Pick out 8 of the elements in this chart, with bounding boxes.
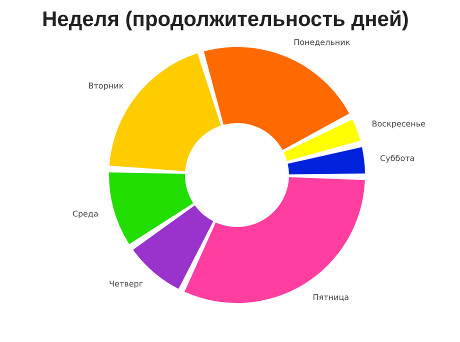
slice-label: Понедельник [294, 38, 350, 48]
slice-label: Воскресенье [372, 120, 426, 129]
slice-label: Суббота [380, 154, 415, 163]
slice-label: Вторник [88, 82, 124, 91]
slice-label: Пятница [312, 292, 350, 302]
chart-title: Неделя (продолжительность дней) [42, 8, 409, 32]
slice-label: Среда [72, 210, 98, 219]
slice-label: Четверг [109, 280, 144, 289]
